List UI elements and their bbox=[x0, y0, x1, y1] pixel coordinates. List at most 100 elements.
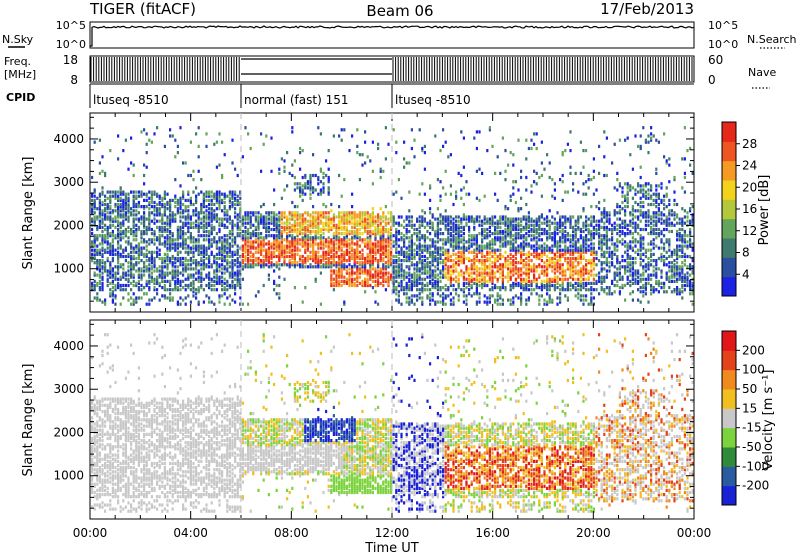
power-cell bbox=[538, 254, 541, 259]
power-cell bbox=[358, 250, 361, 254]
power-cell bbox=[387, 217, 390, 221]
power-cell bbox=[364, 130, 367, 134]
power-cell bbox=[330, 273, 333, 277]
power-cell bbox=[509, 283, 512, 288]
power-cell bbox=[122, 232, 125, 236]
power-cell bbox=[364, 227, 367, 232]
power-cell bbox=[512, 223, 515, 227]
power-cell bbox=[252, 213, 255, 217]
power-cell bbox=[132, 194, 135, 198]
power-cell bbox=[322, 213, 325, 217]
power-cell bbox=[241, 238, 244, 242]
power-cell bbox=[156, 219, 159, 223]
power-cell bbox=[382, 277, 385, 281]
power-cell bbox=[179, 283, 182, 288]
power-cell bbox=[426, 281, 429, 285]
power-cell bbox=[192, 238, 195, 242]
power-cell bbox=[109, 190, 112, 194]
power-cell bbox=[449, 292, 452, 296]
power-cell bbox=[210, 225, 213, 229]
power-cell bbox=[124, 246, 127, 250]
power-cell bbox=[478, 271, 481, 275]
power-cell bbox=[228, 221, 231, 225]
power-cell bbox=[358, 267, 361, 271]
power-cell bbox=[468, 256, 471, 261]
power-cell bbox=[202, 250, 205, 254]
power-cell bbox=[429, 296, 432, 300]
power-cell bbox=[340, 194, 343, 198]
power-cell bbox=[361, 211, 364, 215]
power-cell bbox=[275, 238, 278, 242]
power-cell bbox=[273, 240, 276, 244]
power-cell bbox=[319, 265, 322, 269]
power-cell bbox=[369, 250, 372, 254]
power-cell bbox=[351, 277, 354, 281]
power-cell bbox=[392, 261, 395, 265]
power-cell bbox=[192, 209, 195, 213]
power-cell bbox=[254, 211, 257, 215]
power-cell bbox=[405, 227, 408, 232]
power-cell bbox=[491, 215, 494, 219]
power-cell bbox=[143, 211, 146, 215]
power-cell bbox=[98, 225, 101, 229]
power-cell bbox=[275, 261, 278, 265]
power-cell bbox=[148, 273, 151, 277]
power-cell bbox=[182, 240, 185, 244]
power-cell bbox=[481, 240, 484, 244]
power-cell bbox=[535, 250, 538, 254]
power-cell bbox=[533, 277, 536, 281]
power-cell bbox=[150, 298, 153, 302]
power-cell bbox=[366, 259, 369, 263]
power-cell bbox=[280, 236, 283, 240]
power-cell bbox=[520, 236, 523, 240]
power-cell bbox=[280, 246, 283, 250]
power-cell bbox=[460, 269, 463, 273]
power-cell bbox=[501, 286, 504, 290]
power-cell bbox=[343, 227, 346, 232]
power-cell bbox=[470, 275, 473, 279]
power-cell bbox=[400, 215, 403, 219]
power-cell bbox=[156, 292, 159, 296]
power-cell bbox=[405, 275, 408, 279]
power-cell bbox=[551, 238, 554, 242]
power-cell bbox=[267, 254, 270, 259]
power-cell bbox=[449, 184, 452, 188]
power-cell bbox=[507, 242, 510, 246]
power-cell bbox=[475, 302, 478, 306]
power-cell bbox=[231, 269, 234, 273]
power-cell bbox=[462, 186, 465, 190]
power-cell bbox=[455, 194, 458, 198]
power-cell bbox=[278, 225, 281, 229]
power-cell bbox=[187, 275, 190, 279]
power-cell bbox=[553, 261, 556, 265]
power-cell bbox=[418, 219, 421, 223]
power-cell bbox=[475, 217, 478, 221]
power-cell bbox=[202, 248, 205, 252]
power-cell bbox=[270, 217, 273, 221]
power-cell bbox=[423, 248, 426, 252]
power-cell bbox=[486, 227, 489, 232]
power-cell bbox=[241, 277, 244, 281]
power-cell bbox=[213, 254, 216, 259]
power-cell bbox=[273, 269, 276, 273]
power-cell bbox=[457, 236, 460, 240]
power-cell bbox=[540, 232, 543, 236]
power-cell bbox=[163, 286, 166, 290]
power-cell bbox=[98, 223, 101, 227]
power-cell bbox=[553, 225, 556, 229]
power-cell bbox=[353, 265, 356, 269]
power-cell bbox=[93, 273, 96, 277]
power-cell bbox=[447, 248, 450, 252]
power-cell bbox=[504, 232, 507, 236]
power-cell bbox=[223, 153, 226, 157]
power-cell bbox=[163, 296, 166, 300]
power-cell bbox=[130, 246, 133, 250]
power-cell bbox=[226, 252, 229, 256]
power-cell bbox=[416, 283, 419, 288]
power-cell bbox=[319, 234, 322, 238]
power-cell bbox=[278, 219, 281, 223]
power-cell bbox=[517, 283, 520, 288]
power-cell bbox=[260, 265, 263, 269]
power-cell bbox=[221, 283, 224, 288]
power-cell bbox=[405, 223, 408, 227]
